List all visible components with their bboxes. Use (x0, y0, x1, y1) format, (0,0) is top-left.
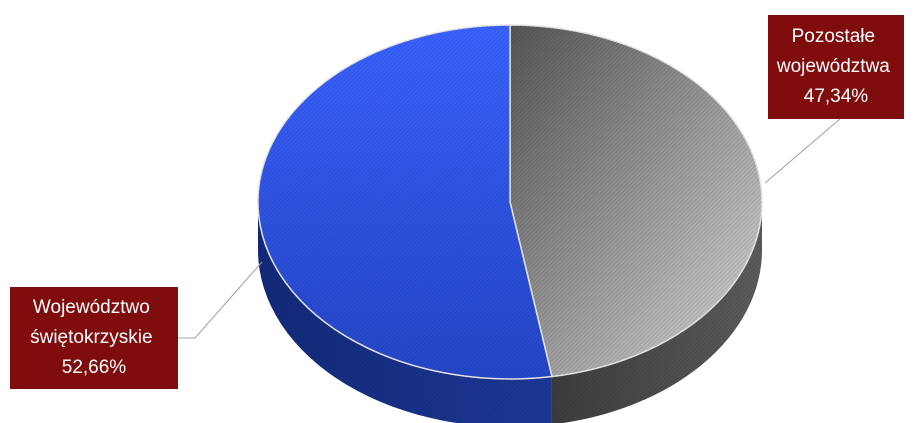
slice-label-box (768, 15, 904, 119)
slice-value-label: 52,66% (62, 357, 127, 378)
slice-name-line-1: Województwo (33, 297, 150, 318)
slice-label-swietokrzyskie: Województwo świętokrzyskie 52,66% (10, 287, 178, 389)
leader-line-swietokrzyskie (178, 261, 263, 339)
slice-pozostale-wojewodztwa-texture (510, 25, 762, 377)
slice-label-pozostale: Pozostałe województwa 47,34% (768, 15, 904, 119)
slice-label-box (10, 287, 178, 389)
slice-name-line-2: województwa (776, 56, 890, 77)
svg-text:Województwo świętokrzysk: Województwo świętokrzyskie 52,66% (30, 297, 158, 378)
svg-text:Pozostałe województwa: Pozostałe województwa 47,34% (776, 26, 895, 107)
slice-name-line-2: świętokrzyskie (30, 327, 152, 348)
slice-pozostale-wojewodztwa-side-texture (551, 202, 762, 423)
slice-wojewodztwo-swietokrzyskie-side-texture (258, 202, 552, 423)
slice-value-label: 47,34% (804, 86, 869, 107)
slice-name-line-1: Pozostałe (792, 26, 875, 47)
leader-line-pozostale (764, 118, 841, 184)
slice-wojewodztwo-swietokrzyskie-texture (257, 25, 552, 379)
